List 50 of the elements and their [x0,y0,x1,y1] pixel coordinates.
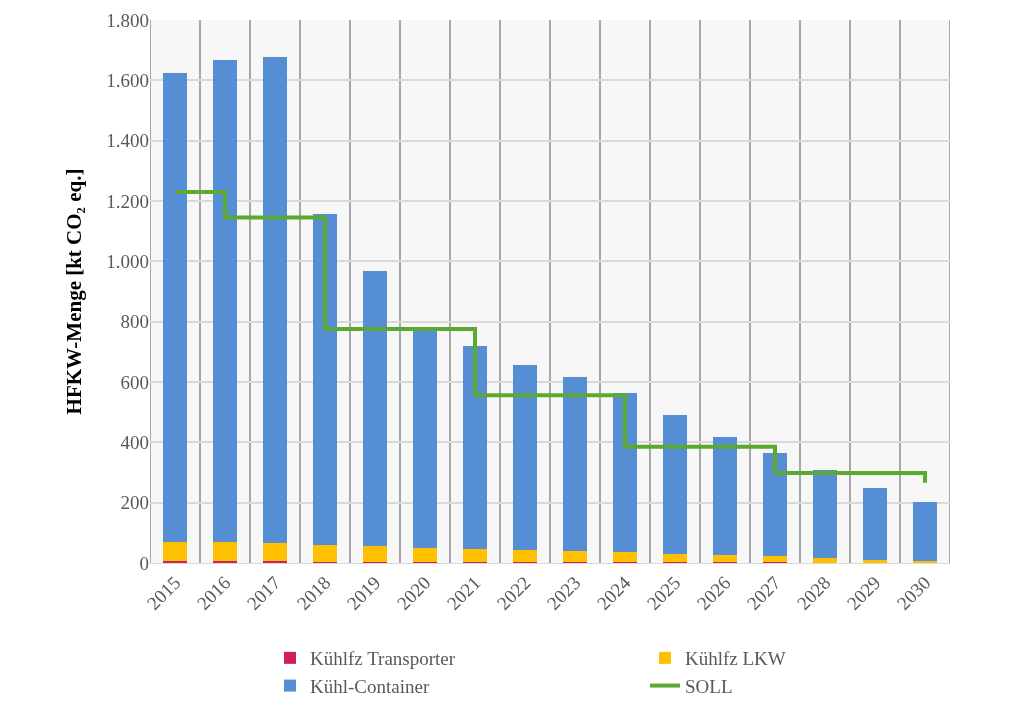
bar [263,543,287,561]
bar [313,214,337,546]
bar [663,553,687,563]
bar [313,545,337,563]
y-tick-label: 1.000 [106,250,149,272]
bar [213,560,237,563]
bar [263,56,287,544]
bar [763,453,787,557]
bar [713,436,737,555]
bar [613,393,637,553]
y-tick-label: 400 [120,431,149,453]
bar [813,557,837,563]
bar [463,345,487,550]
bar [363,270,387,547]
legend-label: SOLL [685,675,733,697]
bar [163,73,187,543]
y-tick-label: 1.200 [106,190,149,212]
bar [513,365,537,551]
y-tick-label: 800 [120,311,149,333]
y-tick-label: 1.600 [106,69,149,91]
legend-label: Kühlfz LKW [685,648,786,670]
bar [413,329,437,548]
bar [363,546,387,563]
y-tick-label: 600 [120,371,149,393]
legend-label: Kühl-Container [310,675,430,697]
bar [563,376,587,551]
y-tick-label: 1.400 [106,130,149,152]
bar [913,501,937,561]
bar [763,556,787,563]
bar [563,550,587,563]
y-tick-label: 200 [120,492,149,514]
bar [613,552,637,563]
bar [163,560,187,563]
legend-label: Kühlfz Transporter [310,648,456,670]
bar [863,487,887,560]
bar [463,549,487,563]
bar [263,560,287,563]
bar [213,60,237,543]
bar [213,542,237,561]
bar [813,470,837,558]
bar [513,550,537,563]
y-tick-label: 1.800 [106,9,149,31]
bar [163,542,187,561]
bar [663,415,687,554]
bar [913,560,937,563]
bar [713,554,737,563]
bar [863,559,887,563]
y-tick-label: 0 [139,552,149,574]
y-axis-title: HFKW-Menge [kt CO₂ eq.] [62,168,87,415]
bar [413,547,437,563]
